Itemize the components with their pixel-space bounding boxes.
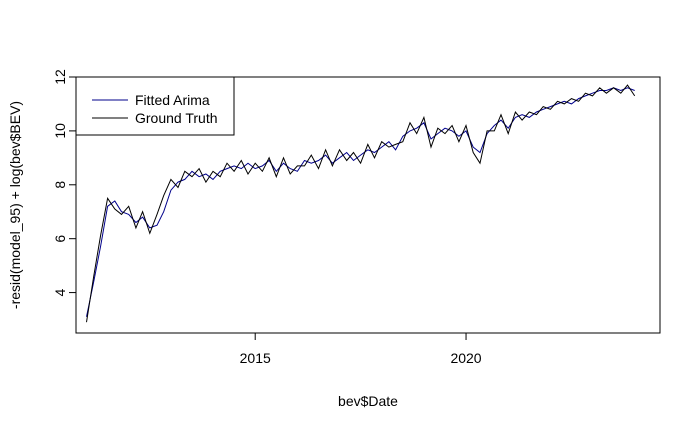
y-tick-label: 6 — [52, 235, 68, 243]
legend: Fitted Arima Ground Truth — [75, 76, 235, 136]
series-line-fitted-arima — [86, 87, 635, 317]
y-tick-label: 10 — [52, 123, 68, 139]
y-axis-title: -resid(model_95) + log(bev$BEV) — [7, 101, 23, 309]
x-tick-label: 2015 — [240, 350, 271, 366]
legend-box — [75, 76, 235, 136]
series-line-ground-truth — [86, 84, 636, 323]
y-tick-label: 12 — [52, 69, 68, 85]
x-tick-label: 2020 — [450, 350, 481, 366]
legend-label-truth: Ground Truth — [135, 110, 218, 126]
y-tick-label: 8 — [52, 181, 68, 189]
x-axis: 2015 2020 — [240, 332, 482, 366]
y-axis: 4 6 8 10 12 — [52, 69, 77, 296]
x-axis-title: bev$Date — [338, 393, 398, 409]
legend-label-fitted: Fitted Arima — [135, 92, 210, 108]
y-tick-label: 4 — [52, 288, 68, 296]
series-layer — [86, 84, 636, 323]
